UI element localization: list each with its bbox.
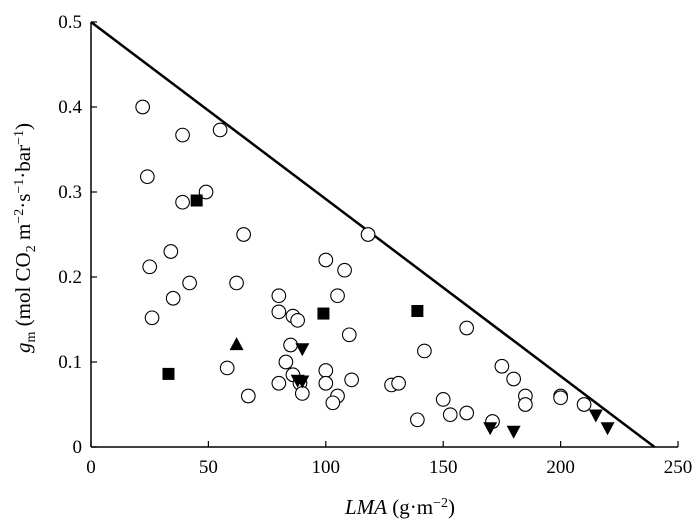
circle-point: [219, 360, 235, 376]
circle-point: [337, 262, 352, 278]
square-point: [190, 194, 203, 207]
triangle-down-point: [295, 375, 310, 389]
triangle-down-point: [506, 425, 521, 439]
x-axis-label: LMA (g·m−2): [344, 495, 455, 519]
circle-point: [459, 405, 475, 421]
circle-point: [271, 288, 287, 304]
y-tick-label: 0.1: [58, 352, 82, 373]
x-tick-label: 250: [664, 457, 693, 478]
data-points: [135, 99, 615, 439]
y-tick-label: 0.5: [58, 12, 82, 33]
circle-point: [135, 99, 151, 115]
circle-point: [140, 169, 155, 185]
x-tick-label: 0: [86, 457, 96, 478]
triangle-down-point: [588, 409, 603, 423]
circle-point: [417, 343, 432, 359]
circle-point: [212, 122, 228, 138]
circle-point: [278, 354, 294, 370]
circle-point: [325, 395, 341, 411]
circle-point: [229, 275, 244, 291]
circle-point: [435, 392, 451, 407]
circle-point: [240, 388, 256, 404]
square-point: [162, 367, 175, 380]
circle-point: [182, 275, 197, 291]
triangle-down-point: [483, 422, 498, 436]
y-tick-label: 0.2: [58, 267, 82, 288]
circle-point: [236, 227, 251, 242]
triangle-down-point: [600, 422, 615, 436]
axes: [90, 21, 679, 448]
x-tick-label: 100: [312, 457, 341, 478]
circle-point: [360, 227, 376, 242]
square-point: [411, 305, 424, 317]
circle-point: [271, 375, 287, 391]
axis-labels: LMA (g·m−2) gm (mol CO2 m−2·s−1·bar−1): [11, 123, 455, 519]
circle-point: [318, 252, 334, 268]
circle-point: [330, 288, 345, 304]
circle-point: [144, 310, 160, 326]
triangle-up-point: [229, 337, 244, 351]
circle-point: [494, 358, 510, 374]
circle-point: [553, 390, 568, 406]
x-tick-label: 50: [199, 457, 218, 478]
circle-point: [344, 372, 359, 388]
x-tick-label: 200: [546, 457, 575, 478]
circle-point: [506, 371, 521, 387]
circle-point: [318, 363, 334, 378]
y-axis-label: gm (mol CO2 m−2·s−1·bar−1): [11, 123, 39, 353]
circle-point: [294, 386, 310, 401]
circle-point: [410, 412, 425, 428]
circle-point: [391, 375, 406, 391]
circle-point: [318, 375, 334, 391]
circle-point: [518, 397, 533, 412]
triangle-down-point: [295, 343, 310, 357]
circle-point: [576, 397, 592, 412]
circle-point: [142, 259, 158, 275]
circle-point: [290, 313, 305, 328]
square-point: [317, 307, 330, 320]
circle-point: [341, 327, 357, 343]
circle-point: [175, 194, 190, 210]
circle-point: [459, 320, 475, 336]
circle-point: [175, 127, 190, 143]
tick-labels: 0 50 100 150 200 250 0 0.1 0.2 0.3 0.4 0.5: [58, 12, 692, 478]
circle-point: [165, 290, 181, 306]
y-tick-label: 0: [73, 437, 83, 458]
circle-point: [163, 244, 179, 259]
y-tick-label: 0.3: [58, 182, 82, 203]
circle-point: [283, 337, 298, 353]
circle-point: [271, 304, 287, 320]
y-tick-label: 0.4: [58, 97, 82, 118]
x-tick-label: 150: [429, 457, 458, 478]
circle-point: [442, 407, 458, 423]
